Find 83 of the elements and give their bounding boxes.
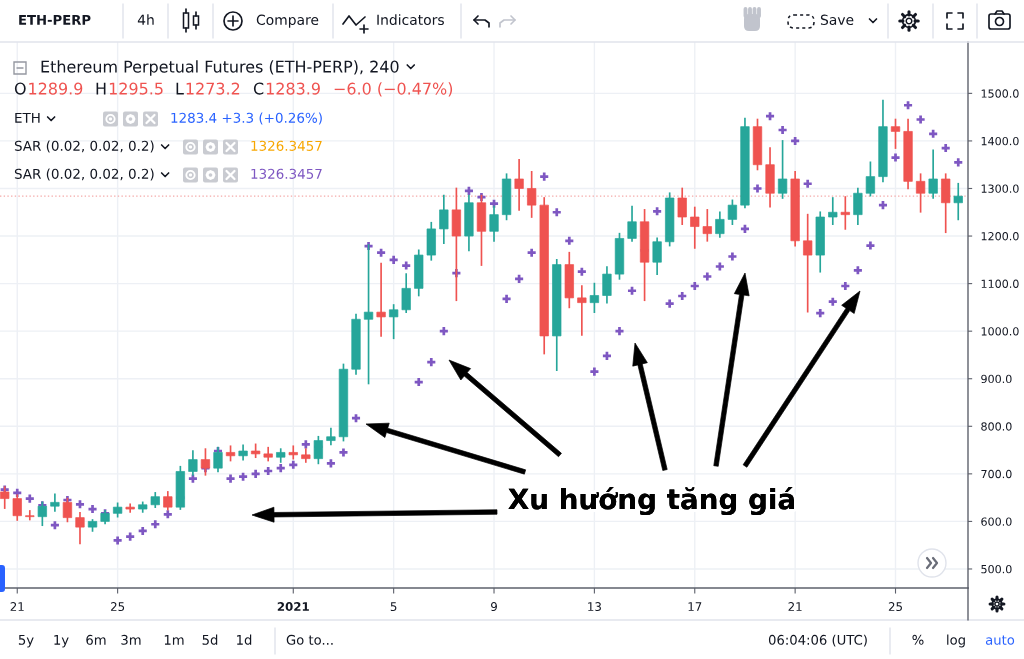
- annotation: C1283.9: [253, 82, 320, 95]
- candlestick: [589, 282, 600, 313]
- annotation: L1273.2: [176, 82, 240, 95]
- text: 5d: [202, 634, 218, 645]
- candlestick: [953, 182, 963, 221]
- candlestick: [690, 206, 700, 249]
- x-tick-label: 13: [588, 602, 601, 612]
- candlestick: [715, 211, 725, 238]
- y-tick-label: 900.0: [981, 374, 1012, 384]
- text: log: [947, 634, 965, 648]
- text: 1d: [237, 634, 252, 645]
- text: ETH-PERP: [19, 15, 91, 25]
- x-tick-label: 25: [888, 602, 902, 612]
- y-tick-label: 800.0: [981, 422, 1012, 431]
- x-tick-label: 5: [390, 602, 397, 612]
- candlestick: [401, 273, 411, 313]
- candlestick: [326, 427, 336, 446]
- y-tick-label: 1400.0: [981, 136, 1019, 146]
- candlestick: [577, 285, 587, 336]
- y-tick-label: 1300.0: [981, 184, 1019, 193]
- y-tick-label: 1200.0: [981, 232, 1019, 241]
- x-tick-label: 21: [788, 602, 802, 611]
- candlestick: [652, 237, 662, 275]
- candlestick: [389, 304, 399, 340]
- text: Compare: [256, 14, 319, 28]
- candlestick: [941, 173, 951, 234]
- x-tick-label: 25: [110, 602, 125, 612]
- candlestick: [376, 262, 386, 337]
- text: Save: [820, 14, 854, 26]
- candlestick: [439, 194, 449, 245]
- candlestick: [677, 187, 687, 225]
- x-tick-label: 21: [10, 602, 24, 611]
- text: 5y: [18, 635, 34, 648]
- annotation: SAR (0.02, 0.02, 0.2): [14, 140, 154, 153]
- candlestick: [828, 197, 838, 225]
- candlestick: [890, 118, 901, 149]
- candlestick: [288, 445, 298, 460]
- text: 4h: [137, 14, 154, 25]
- candlestick: [527, 171, 537, 218]
- annotation: SAR (0.02, 0.02, 0.2): [14, 168, 154, 181]
- x-tick-label: 17: [688, 602, 702, 611]
- text: Ethereum Perpetual Futures (ETH-PERP), 240: [41, 60, 399, 76]
- text: 1m: [164, 635, 184, 645]
- y-tick-label: 600.0: [981, 517, 1012, 526]
- x-tick-label: 9: [491, 602, 497, 612]
- text: Go to...: [286, 634, 333, 645]
- candlestick: [702, 209, 712, 242]
- candlestick: [915, 173, 926, 213]
- text: auto: [985, 635, 1015, 645]
- x-tick-label: 2021: [277, 602, 309, 612]
- text: Indicators: [377, 14, 444, 26]
- candlestick: [865, 161, 876, 197]
- text: 6m: [86, 634, 106, 645]
- candlestick: [727, 199, 738, 225]
- candlestick: [928, 149, 938, 199]
- candlestick: [301, 448, 311, 463]
- text: 06:04:06 (UTC): [768, 634, 867, 647]
- text: 3m: [121, 634, 141, 645]
- candlestick: [853, 187, 863, 225]
- annotation: 1326.3457: [251, 140, 322, 151]
- text: %: [912, 634, 924, 645]
- y-tick-label: 500.0: [981, 564, 1012, 574]
- candlestick: [803, 213, 813, 313]
- candlestick: [75, 512, 85, 545]
- candlestick: [602, 266, 612, 304]
- annotation: 1326.3457: [251, 168, 322, 179]
- annotation: 1283.4 +3.3 (+0.26%): [171, 112, 322, 125]
- candlestick: [777, 140, 788, 199]
- y-tick-label: 700.0: [981, 469, 1012, 479]
- y-tick-label: 1500.0: [981, 89, 1019, 98]
- annotation: ETH: [15, 112, 40, 123]
- text: 1y: [54, 635, 69, 648]
- candlestick: [50, 493, 60, 512]
- annotation: −6.0 (−0.47%): [334, 82, 453, 97]
- candlestick: [514, 159, 524, 211]
- candlestick: [627, 205, 637, 242]
- candlestick: [840, 196, 850, 230]
- candlestick: [25, 510, 35, 521]
- candlestick: [125, 503, 135, 513]
- y-tick-label: 1000.0: [981, 327, 1019, 336]
- annotation: Xu hướng tăng giá: [508, 486, 794, 516]
- y-tick-label: 1100.0: [981, 279, 1019, 288]
- annotation: O1289.9: [14, 82, 83, 95]
